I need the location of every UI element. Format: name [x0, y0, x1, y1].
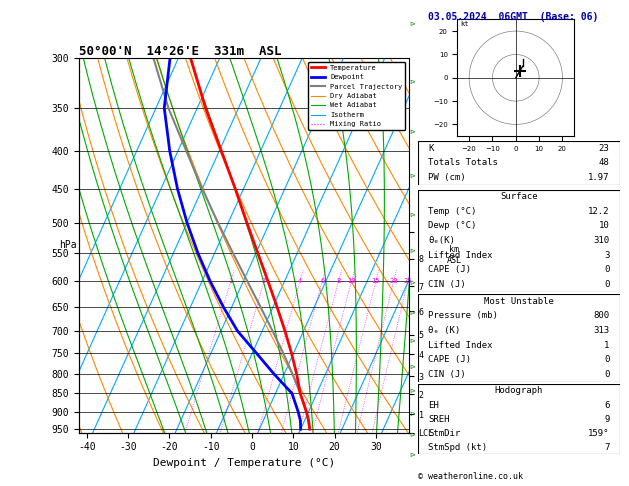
- Text: ⊳: ⊳: [409, 388, 415, 394]
- Text: ⊳: ⊳: [409, 79, 415, 85]
- Legend: Temperature, Dewpoint, Parcel Trajectory, Dry Adiabat, Wet Adiabat, Isotherm, Mi: Temperature, Dewpoint, Parcel Trajectory…: [308, 62, 405, 130]
- Text: 48: 48: [599, 158, 610, 167]
- Text: 23: 23: [599, 144, 610, 153]
- Text: K: K: [428, 144, 434, 153]
- Text: StmDir: StmDir: [428, 429, 460, 438]
- Text: 20: 20: [389, 278, 398, 284]
- Text: 6: 6: [320, 278, 325, 284]
- Text: 1.97: 1.97: [588, 173, 610, 182]
- Text: 15: 15: [372, 278, 380, 284]
- Text: Most Unstable: Most Unstable: [484, 297, 554, 306]
- Text: kt: kt: [460, 21, 469, 27]
- Text: 50°00'N  14°26'E  331m  ASL: 50°00'N 14°26'E 331m ASL: [79, 45, 281, 58]
- Text: 7: 7: [604, 443, 610, 452]
- Text: Hodograph: Hodograph: [495, 386, 543, 396]
- Y-axis label: km
ASL: km ASL: [447, 245, 462, 265]
- Text: Lifted Index: Lifted Index: [428, 251, 493, 260]
- Text: © weatheronline.co.uk: © weatheronline.co.uk: [418, 472, 523, 481]
- Text: Surface: Surface: [500, 192, 538, 201]
- Text: SREH: SREH: [428, 415, 450, 424]
- Text: EH: EH: [428, 400, 439, 410]
- Text: PW (cm): PW (cm): [428, 173, 466, 182]
- Text: 0: 0: [604, 355, 610, 364]
- Text: 10: 10: [599, 222, 610, 230]
- Text: ⊳: ⊳: [409, 173, 415, 179]
- Text: Temp (°C): Temp (°C): [428, 207, 477, 216]
- Text: ⊳: ⊳: [409, 411, 415, 417]
- Text: 4: 4: [298, 278, 302, 284]
- Text: ⊳: ⊳: [409, 364, 415, 370]
- Text: 12.2: 12.2: [588, 207, 610, 216]
- X-axis label: Dewpoint / Temperature (°C): Dewpoint / Temperature (°C): [153, 458, 335, 468]
- Text: ⊳: ⊳: [409, 432, 415, 438]
- Text: ⊳: ⊳: [409, 338, 415, 344]
- Text: ⊳: ⊳: [409, 212, 415, 218]
- Text: 313: 313: [593, 326, 610, 335]
- Text: 2: 2: [262, 278, 266, 284]
- Text: CAPE (J): CAPE (J): [428, 265, 471, 274]
- Text: 6: 6: [604, 400, 610, 410]
- Text: 0: 0: [604, 280, 610, 289]
- Text: θₑ(K): θₑ(K): [428, 236, 455, 245]
- Text: 1: 1: [604, 341, 610, 349]
- Text: 0: 0: [604, 265, 610, 274]
- Text: 310: 310: [593, 236, 610, 245]
- Text: 25: 25: [404, 278, 412, 284]
- Text: Pressure (mb): Pressure (mb): [428, 312, 498, 320]
- Text: 9: 9: [604, 415, 610, 424]
- Text: ⊳: ⊳: [409, 129, 415, 135]
- Text: 800: 800: [593, 312, 610, 320]
- Text: ⊳: ⊳: [409, 21, 415, 27]
- Text: 159°: 159°: [588, 429, 610, 438]
- Text: 10: 10: [347, 278, 356, 284]
- Text: hPa: hPa: [59, 241, 77, 250]
- Text: CIN (J): CIN (J): [428, 370, 466, 379]
- Text: ⊳: ⊳: [409, 311, 415, 316]
- Text: ⊳: ⊳: [409, 452, 415, 458]
- Text: Lifted Index: Lifted Index: [428, 341, 493, 349]
- Text: 0: 0: [604, 370, 610, 379]
- Text: 1: 1: [228, 278, 233, 284]
- Text: θₑ (K): θₑ (K): [428, 326, 460, 335]
- Text: ⊳: ⊳: [409, 280, 415, 287]
- Text: 03.05.2024  06GMT  (Base: 06): 03.05.2024 06GMT (Base: 06): [428, 12, 598, 22]
- Text: 3: 3: [604, 251, 610, 260]
- Text: ⊳: ⊳: [409, 248, 415, 254]
- Text: Dewp (°C): Dewp (°C): [428, 222, 477, 230]
- Text: Totals Totals: Totals Totals: [428, 158, 498, 167]
- Text: CAPE (J): CAPE (J): [428, 355, 471, 364]
- Text: 8: 8: [337, 278, 341, 284]
- Text: CIN (J): CIN (J): [428, 280, 466, 289]
- Text: StmSpd (kt): StmSpd (kt): [428, 443, 487, 452]
